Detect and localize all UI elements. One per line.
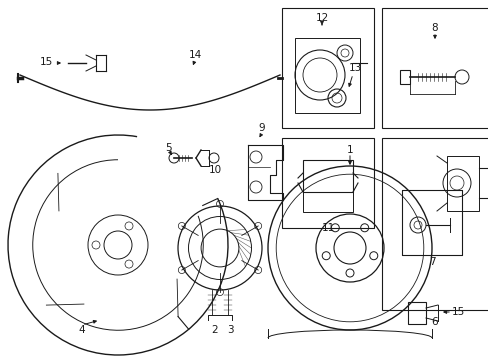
Bar [381,8,488,128]
Text: 9: 9 [258,123,265,133]
Bar [303,160,352,192]
Text: 2: 2 [211,325,218,335]
Text: 10: 10 [208,165,221,175]
Text: 11: 11 [321,223,334,233]
Bar [294,38,359,113]
Bar [381,138,488,310]
Text: 6: 6 [431,317,437,327]
Bar [401,190,461,255]
Text: 5: 5 [164,143,171,153]
Bar [282,8,373,128]
Bar [446,156,478,211]
Text: 1: 1 [346,145,353,155]
Bar [407,302,425,324]
Text: 13: 13 [347,63,361,73]
Text: 15: 15 [40,57,53,67]
Text: 7: 7 [428,257,434,267]
Text: 15: 15 [450,307,464,317]
Text: 3: 3 [226,325,233,335]
Text: 14: 14 [188,50,201,60]
Bar [303,192,352,212]
Bar [401,190,461,255]
Text: 4: 4 [79,325,85,335]
Text: 8: 8 [431,23,437,33]
Bar [399,70,409,84]
Text: 12: 12 [315,13,328,23]
Bar [282,138,373,228]
